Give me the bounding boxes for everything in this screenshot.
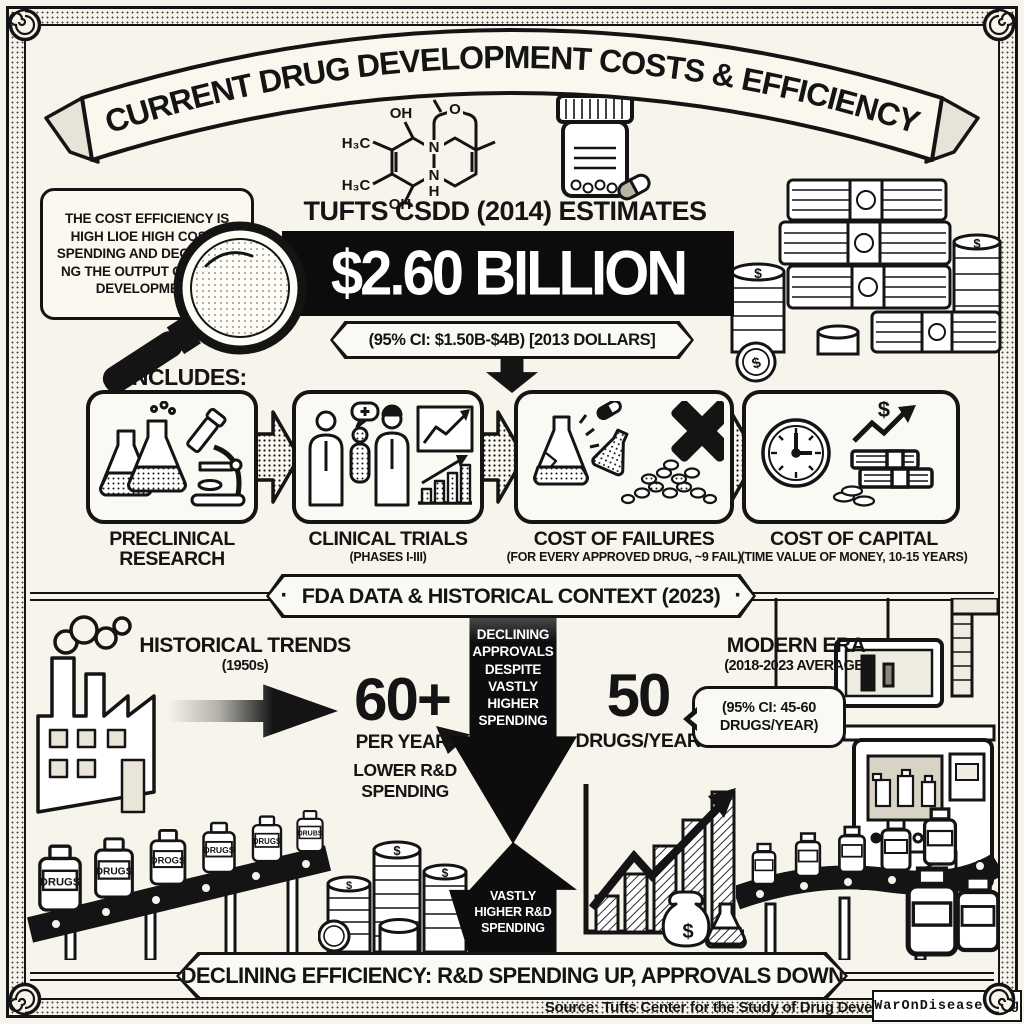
dollar-sign: $: [442, 866, 449, 880]
historical-trends-subtitle: (1950s): [221, 658, 269, 674]
clock-money-growth-icon: $: [761, 401, 934, 507]
molecule-label: N: [429, 167, 440, 184]
declining-approvals-text: DECLINING APPROVALS DESPITE VASTLY HIGHE…: [472, 627, 554, 729]
step-subtitle: (FOR EVERY APPROVED DRUG, ~9 FAIL): [506, 550, 742, 565]
historical-approvals-unit: PER YEAR: [355, 732, 449, 753]
step-title: PRECLINICAL RESEARCH: [109, 528, 235, 571]
broken-flask-pills-x-icon: [533, 401, 724, 505]
modern-ci-bubble: (95% CI: 45-60 DRUGS/YEAR): [683, 686, 846, 748]
source-note: Source: Tufts Center for the Study of Dr…: [544, 999, 876, 1016]
bottle-label: DRUGS: [96, 867, 133, 878]
bottle-label: DRUBS: [298, 831, 323, 838]
banner-dot: ·: [280, 582, 288, 609]
panel-preclinical-research: [86, 390, 258, 524]
footer-banner: · DECLINING EFFICIENCY: R&D SPENDING UP,…: [176, 952, 848, 1000]
pill-bottle-icon: [556, 94, 651, 201]
modern-era-title: MODERN ERA: [726, 634, 866, 657]
corner-ornament-icon: [982, 8, 1016, 42]
flasks-microscope-icon: [99, 401, 246, 507]
step-subtitle: (PHASES I-III): [349, 550, 427, 565]
step-subtitle: (TIME VALUE OF MONEY, 10-15 YEARS): [740, 550, 968, 565]
dollar-sign: $: [393, 843, 401, 858]
coin-stacks-icon: $ $ $: [318, 840, 468, 954]
dollar-sign: $: [754, 265, 762, 281]
panel-clinical-trials: [292, 390, 484, 524]
higher-spending-text: VASTLY HIGHER R&D SPENDING: [474, 889, 552, 935]
molecule-label: OH: [389, 196, 412, 210]
step-title: COST OF FAILURES: [533, 528, 715, 550]
confidence-interval-box: (95% CI: $1.50B-$4B) [2013 DOLLARS]: [330, 321, 694, 359]
amount-banner: $2.60 BILLION: [282, 231, 734, 316]
molecule-label: O: [449, 101, 461, 118]
tufts-heading: TUFTS CSDD (2014) ESTIMATES: [303, 196, 707, 226]
magnifier-icon: [102, 221, 307, 393]
label-cost-of-failures: COST OF FAILURES (FOR EVERY APPROVED DRU…: [498, 528, 750, 565]
bottle-label: DRUGS: [253, 837, 281, 846]
panel-cost-of-failures: [514, 390, 734, 524]
step-title: COST OF CAPITAL: [770, 528, 938, 550]
label-preclinical: PRECLINICAL RESEARCH: [86, 529, 258, 571]
corner-ornament-icon: [982, 982, 1016, 1016]
molecule-label: OH: [390, 105, 413, 122]
fda-banner-title: FDA DATA & HISTORICAL CONTEXT (2023): [301, 583, 721, 608]
cost-efficiency-note-bubble: THE COST EFFICIENCY IS HIGH LIOE HIGH CO…: [40, 188, 264, 320]
fda-section-banner: · FDA DATA & HISTORICAL CONTEXT (2023) ·: [266, 574, 756, 618]
step-title: CLINICAL TRIALS: [308, 528, 468, 550]
modern-approvals-value: 50: [606, 662, 672, 729]
lower-rnd-label: LOWER R&D SPENDING: [353, 760, 457, 801]
panel-cost-of-capital: $: [742, 390, 960, 524]
dollar-sign: $: [682, 921, 693, 943]
corner-ornament-icon: [8, 982, 42, 1016]
historical-trends-title: HISTORICAL TRENDS: [139, 634, 351, 657]
molecule-label: H: [429, 183, 440, 200]
rising-spending-chart-icon: $: [583, 784, 747, 949]
modern-approvals-unit: DRUGS/YEAR: [575, 730, 701, 752]
frame-outer-border: [6, 6, 1018, 1018]
dollar-sign: $: [973, 236, 981, 251]
bottle-label: DRUGS: [203, 845, 234, 855]
label-cost-of-capital: COST OF CAPITAL (TIME VALUE OF MONEY, 10…: [730, 528, 978, 565]
clinicians-charts-icon: [308, 401, 474, 507]
bottle-label: DRUGS: [40, 876, 81, 888]
modern-ci-text: (95% CI: 45-60 DRUGS/YEAR): [719, 699, 819, 734]
bottle-label: DROGS: [151, 854, 185, 865]
modern-era-subtitle: (2018-2023 AVERAGE): [724, 658, 868, 674]
historical-approvals-value: 60+: [354, 666, 452, 733]
amount-value: $2.60 BILLION: [330, 238, 688, 309]
confidence-interval-text: (95% CI: $1.50B-$4B) [2013 DOLLARS]: [333, 324, 691, 356]
molecule-label: H₃C: [342, 135, 371, 152]
footer-banner-title: DECLINING EFFICIENCY: R&D SPENDING UP, A…: [180, 963, 844, 988]
corner-ornament-icon: [8, 8, 42, 42]
dollar-sign: $: [346, 880, 352, 892]
molecule-structure-icon: OH O H₃C H₃C OH N N H: [342, 99, 496, 210]
banner-dot: ·: [734, 582, 742, 609]
old-factory-icon: [36, 615, 156, 814]
molecule-label: N: [429, 139, 440, 156]
molecule-label: H₃C: [342, 177, 371, 194]
label-clinical-trials: CLINICAL TRIALS (PHASES I-III): [292, 528, 484, 565]
drug-bottles-conveyor-icon: DRUGS DRUGS DROGS DRUGS: [26, 810, 332, 960]
title-ribbon: CURRENT DRUG DEVELOPMENT COSTS & EFFICIE…: [44, 28, 980, 164]
money-pile-icon: $ $ $: [730, 178, 1002, 383]
dollar-sign: $: [878, 401, 890, 422]
